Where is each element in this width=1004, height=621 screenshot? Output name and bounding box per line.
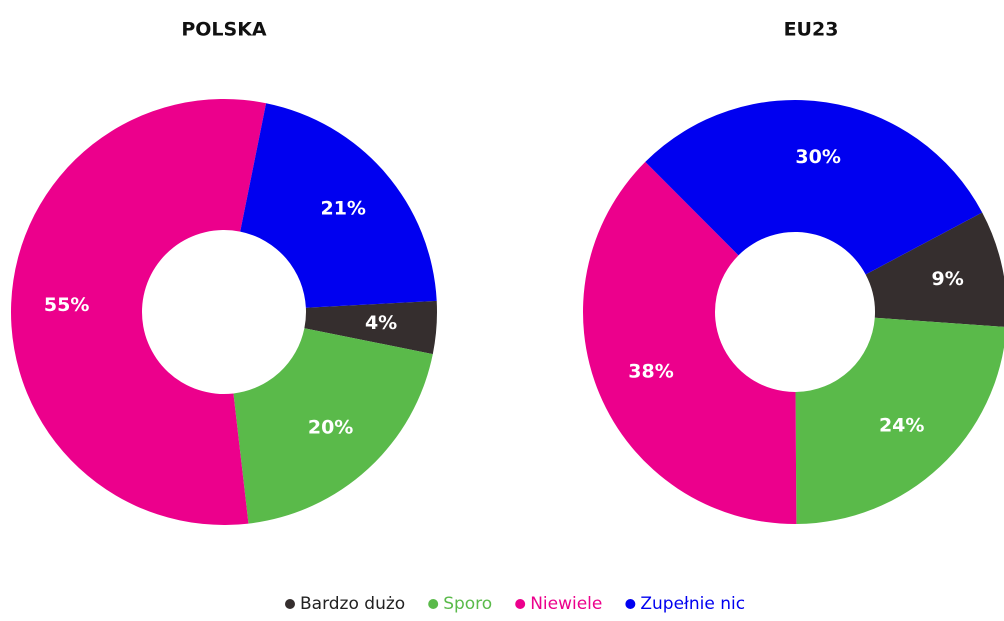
donut-segment <box>240 103 437 308</box>
donut-segment <box>583 161 797 524</box>
donut-segment <box>645 100 983 275</box>
chart-title: POLSKA <box>181 19 267 41</box>
chart-title: EU23 <box>784 19 839 41</box>
data-label: 20% <box>308 416 353 438</box>
legend-label: Bardzo dużo <box>300 594 405 614</box>
legend-marker <box>428 599 439 609</box>
legend-label: Sporo <box>443 594 492 614</box>
legend-marker <box>285 599 295 609</box>
data-label: 38% <box>628 361 673 383</box>
legend-marker <box>515 599 526 609</box>
data-label: 21% <box>320 198 365 220</box>
donut-segment <box>865 212 1004 327</box>
legend-label: Zupełnie nic <box>640 594 745 614</box>
data-label: 9% <box>931 268 963 290</box>
donut-segment <box>795 317 1004 524</box>
legend-marker <box>625 599 636 609</box>
data-label: 30% <box>795 146 840 168</box>
data-label: 24% <box>879 414 924 436</box>
data-label: 55% <box>44 294 89 316</box>
legend-label: Niewiele <box>530 594 602 614</box>
donut-segment <box>304 300 438 355</box>
data-label: 4% <box>365 312 397 334</box>
donut-segment <box>10 98 267 525</box>
donut-segment <box>233 328 433 524</box>
